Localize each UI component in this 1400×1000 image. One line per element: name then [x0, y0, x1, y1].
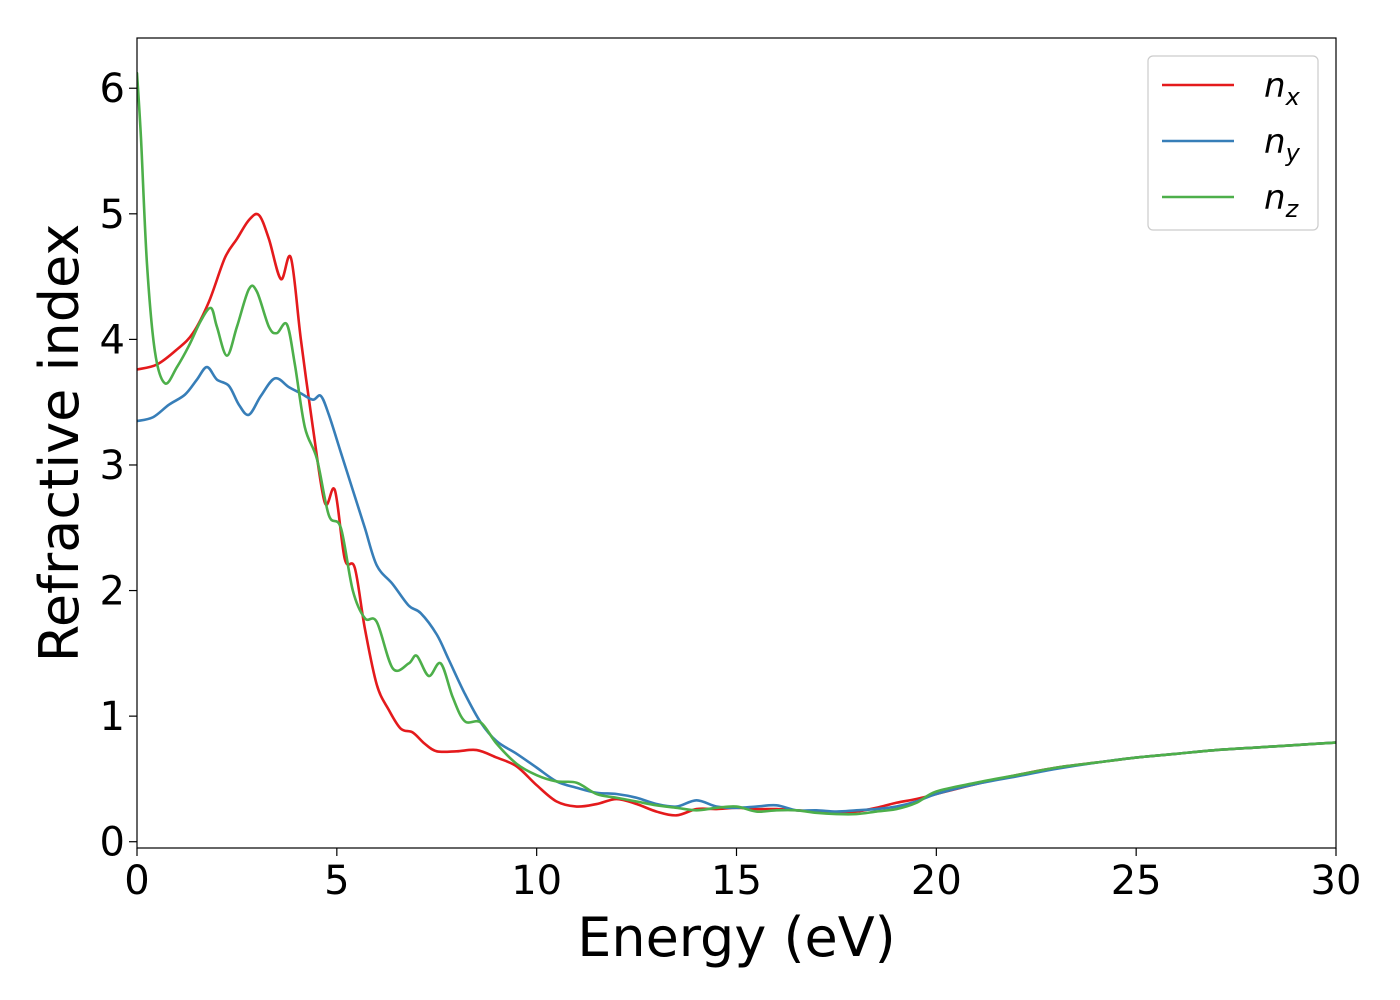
y-tick-label: 1 [100, 694, 125, 740]
x-axis-ticks: 0 5 10 15 20 25 30 [124, 848, 1361, 904]
y-axis-label: Refractive index [28, 224, 91, 663]
x-tick-label: 0 [124, 858, 149, 904]
y-axis-ticks: 0 1 2 3 4 5 6 [100, 66, 137, 866]
y-tick-label: 0 [100, 820, 125, 866]
x-tick-label: 25 [1111, 858, 1162, 904]
x-tick-label: 10 [511, 858, 562, 904]
legend-box [1147, 55, 1319, 231]
x-tick-label: 20 [911, 858, 962, 904]
series-line-z [137, 71, 1336, 816]
plot-lines [137, 71, 1336, 817]
y-tick-label: 5 [100, 192, 125, 238]
plot-frame [136, 37, 1337, 849]
legend-label: nx [1264, 66, 1301, 111]
x-tick-label: 5 [324, 858, 349, 904]
y-tick-label: 2 [100, 569, 125, 615]
x-tick-label: 30 [1311, 858, 1362, 904]
y-tick-label: 6 [100, 66, 125, 112]
legend-label: ny [1264, 122, 1301, 167]
series-line-x [137, 212, 1336, 817]
legend-label: nz [1264, 178, 1300, 223]
x-tick-label: 15 [711, 858, 762, 904]
x-axis-label: Energy (eV) [577, 906, 896, 969]
legend: nx ny nz [1147, 55, 1319, 231]
y-tick-label: 4 [100, 317, 125, 363]
y-tick-label: 3 [100, 443, 125, 489]
series-line-y [137, 365, 1336, 813]
